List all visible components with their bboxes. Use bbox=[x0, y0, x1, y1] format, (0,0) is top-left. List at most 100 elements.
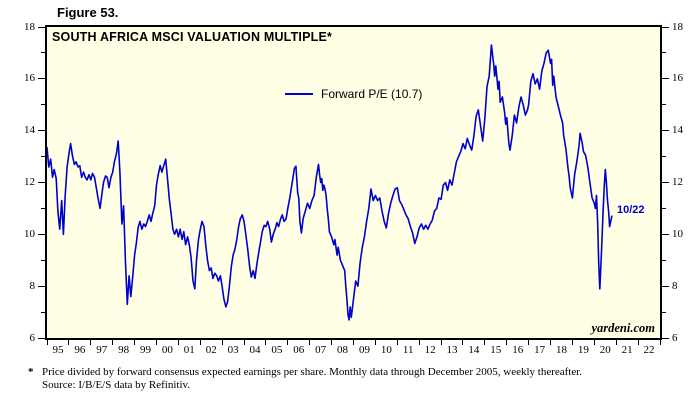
x-year-tick bbox=[353, 340, 354, 345]
x-axis-label: 96 bbox=[74, 344, 86, 356]
x-axis-label: 21 bbox=[621, 344, 633, 356]
x-year-tick bbox=[90, 340, 92, 345]
chart-canvas bbox=[47, 44, 613, 321]
y-axis-label-right: 14 bbox=[672, 124, 683, 137]
x-axis-label: 20 bbox=[599, 344, 611, 356]
plot-area: SOUTH AFRICA MSCI VALUATION MULTIPLE* Fo… bbox=[45, 25, 662, 340]
x-axis-label: 19 bbox=[577, 344, 589, 356]
x-axis-label: 15 bbox=[490, 344, 502, 356]
y-major-tick-right bbox=[662, 130, 669, 132]
x-year-tick bbox=[243, 340, 245, 345]
x-year-tick bbox=[571, 340, 573, 345]
x-axis-label: 08 bbox=[337, 344, 349, 356]
x-year-tick bbox=[637, 340, 639, 345]
y-major-tick-left bbox=[38, 130, 45, 132]
x-year-tick bbox=[265, 340, 267, 345]
x-axis-label: 17 bbox=[534, 344, 546, 356]
x-year-tick bbox=[396, 340, 398, 345]
y-major-tick-left bbox=[38, 26, 45, 28]
x-axis-label: 02 bbox=[205, 344, 217, 356]
y-axis-label-right: 12 bbox=[672, 176, 683, 188]
legend: Forward P/E (10.7) bbox=[285, 87, 422, 101]
x-axis-label: 13 bbox=[446, 344, 458, 356]
y-minor-tick-right bbox=[662, 259, 666, 261]
y-major-tick-left bbox=[38, 337, 45, 339]
y-major-tick-right bbox=[662, 337, 669, 339]
x-axis-label: 09 bbox=[358, 344, 370, 356]
x-axis-label: 03 bbox=[227, 344, 239, 356]
y-axis-label-right: 16 bbox=[672, 72, 683, 85]
x-year-tick bbox=[615, 340, 617, 345]
x-year-tick bbox=[462, 340, 464, 345]
y-minor-tick-right bbox=[662, 156, 666, 158]
x-axis-label: 98 bbox=[118, 344, 130, 356]
y-major-tick-right bbox=[662, 233, 669, 235]
y-minor-tick-right bbox=[662, 311, 666, 313]
y-minor-tick-right bbox=[662, 104, 666, 106]
x-axis-label: 12 bbox=[424, 344, 436, 356]
y-axis-label-left: 10 bbox=[24, 227, 35, 240]
y-major-tick-left bbox=[38, 285, 45, 287]
y-axis-label-left: 16 bbox=[24, 72, 35, 85]
yardeni-watermark: yardeni.com bbox=[591, 321, 655, 335]
last-point-annotation: 10/22 bbox=[617, 204, 645, 216]
x-year-tick bbox=[331, 340, 333, 345]
x-axis-label: 10 bbox=[380, 344, 392, 356]
legend-line-swatch bbox=[285, 93, 313, 95]
x-axis-label: 22 bbox=[643, 344, 655, 356]
x-axis-label: 06 bbox=[293, 344, 305, 356]
y-major-tick-left bbox=[38, 182, 45, 183]
x-axis-label: 07 bbox=[315, 344, 327, 356]
x-axis-label: 11 bbox=[402, 344, 414, 356]
y-major-tick-left bbox=[38, 78, 45, 80]
x-year-tick bbox=[134, 340, 136, 345]
x-year-tick bbox=[550, 340, 552, 345]
x-year-tick bbox=[659, 340, 661, 345]
y-minor-tick-right bbox=[662, 52, 666, 54]
footnote: * Price divided by forward consensus exp… bbox=[28, 366, 678, 392]
x-axis-label: 18 bbox=[555, 344, 567, 356]
y-minor-tick-right bbox=[662, 207, 666, 209]
x-year-tick bbox=[418, 340, 420, 345]
figure-number-label: Figure 53. bbox=[57, 5, 119, 20]
x-year-tick bbox=[177, 340, 179, 345]
y-axis-label-left: 18 bbox=[24, 20, 35, 33]
x-axis-label: 01 bbox=[183, 344, 195, 356]
x-axis-label: 04 bbox=[249, 344, 261, 356]
footnote-asterisk: * bbox=[28, 366, 34, 378]
y-major-tick-right bbox=[662, 78, 669, 80]
x-year-tick bbox=[46, 340, 48, 345]
x-year-tick bbox=[221, 340, 223, 345]
x-year-tick bbox=[309, 340, 311, 345]
legend-label: Forward P/E (10.7) bbox=[321, 87, 423, 101]
x-axis-label: 99 bbox=[140, 344, 152, 356]
x-year-tick bbox=[155, 340, 157, 345]
y-axis-label-right: 6 bbox=[672, 331, 678, 344]
x-year-tick bbox=[440, 340, 442, 345]
y-axis-label-right: 18 bbox=[672, 20, 683, 33]
x-axis-label: 95 bbox=[52, 344, 64, 356]
y-major-tick-right bbox=[662, 182, 669, 183]
x-axis-label: 05 bbox=[271, 344, 283, 356]
y-axis-label-left: 8 bbox=[29, 279, 36, 292]
y-axis-label-right: 8 bbox=[672, 279, 678, 292]
x-year-tick bbox=[374, 340, 376, 345]
footnote-text: Price divided by forward consensus expec… bbox=[42, 366, 582, 392]
x-year-tick bbox=[68, 340, 70, 345]
y-major-tick-right bbox=[662, 285, 669, 287]
y-major-tick-right bbox=[662, 26, 669, 28]
x-axis-label: 14 bbox=[468, 344, 480, 356]
x-year-tick bbox=[484, 340, 486, 345]
x-axis-label: 97 bbox=[96, 344, 108, 356]
x-axis-label: 00 bbox=[161, 344, 173, 356]
forward-pe-line bbox=[47, 44, 613, 321]
x-year-tick bbox=[112, 340, 114, 345]
x-year-tick bbox=[506, 340, 508, 345]
y-axis-label-right: 10 bbox=[672, 227, 683, 240]
y-axis-label-left: 12 bbox=[24, 176, 35, 188]
y-axis-label-left: 6 bbox=[29, 331, 36, 344]
x-year-tick bbox=[199, 340, 201, 345]
x-year-tick bbox=[287, 340, 289, 345]
x-year-tick bbox=[528, 340, 530, 345]
